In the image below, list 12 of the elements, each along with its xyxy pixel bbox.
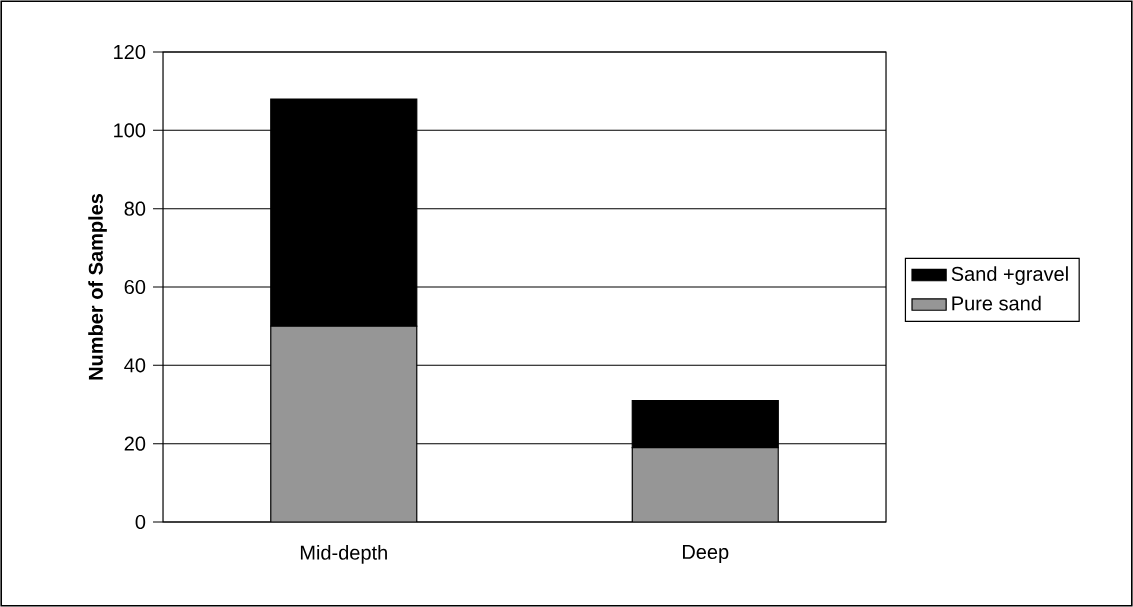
x-tick-label: Deep [682,545,729,563]
y-tick-label: 100 [114,123,146,138]
x-tick-label: Mid-depth [300,545,387,564]
y-axis-title: Number of Samples [88,193,107,380]
legend-label: Sand +gravel [951,266,1068,285]
y-tick-label: 120 [114,44,146,60]
y-tick-label: 80 [124,201,146,216]
y-tick-label: 40 [124,358,146,373]
y-tick-label: 0 [135,514,146,530]
legend-label: Pure sand [952,295,1041,311]
y-tick-label: 20 [124,436,146,451]
y-tick-label: 60 [124,279,146,295]
